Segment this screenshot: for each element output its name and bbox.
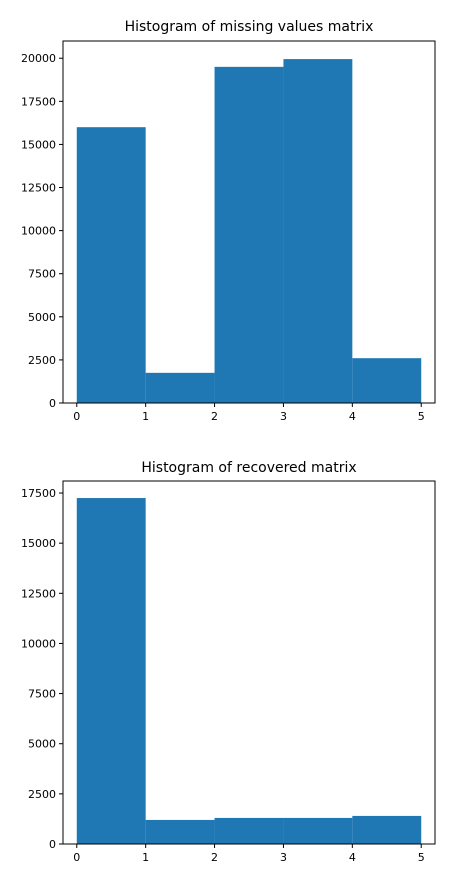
y-tick-label: 12500 <box>21 587 56 600</box>
x-axis: 0 1 2 3 4 5 <box>73 844 425 864</box>
bars <box>76 498 422 844</box>
histogram-bar <box>283 59 353 403</box>
x-tick-label: 2 <box>211 410 218 423</box>
x-tick-label: 3 <box>280 851 287 864</box>
plot-frame <box>62 40 436 404</box>
y-tick-label: 2500 <box>28 788 56 801</box>
histogram-bar <box>352 815 422 844</box>
y-tick-label: 10000 <box>21 637 56 650</box>
y-tick-label: 0 <box>49 397 56 410</box>
y-tick-label: 20000 <box>21 52 56 65</box>
x-tick-label: 1 <box>142 851 149 864</box>
y-tick-label: 15000 <box>21 537 56 550</box>
recovered-matrix-histogram: Histogram of recovered matrix 0 2500 5000 7… <box>21 460 436 864</box>
x-tick-label: 4 <box>349 851 356 864</box>
missing-values-histogram: Histogram of missing values matrix 02500… <box>21 19 436 423</box>
y-tick-label: 5000 <box>28 311 56 324</box>
y-tick-label: 5000 <box>28 738 56 751</box>
y-tick-label: 12500 <box>21 182 56 195</box>
histogram-bar <box>145 372 215 403</box>
x-tick-label: 0 <box>73 410 80 423</box>
x-tick-label: 4 <box>349 410 356 423</box>
y-tick-label: 15000 <box>21 138 56 151</box>
histogram-bar <box>76 127 146 403</box>
x-tick-label: 5 <box>418 851 425 864</box>
histogram-bar <box>214 66 284 403</box>
x-axis: 0 1 2 3 4 5 <box>73 403 425 423</box>
histogram-bar <box>76 498 146 844</box>
x-tick-label: 5 <box>418 410 425 423</box>
histogram-bar <box>352 358 422 403</box>
histogram-bar <box>283 817 353 844</box>
y-tick-label: 17500 <box>21 95 56 108</box>
x-tick-label: 1 <box>142 410 149 423</box>
plot-frame <box>62 480 436 845</box>
y-tick-label: 7500 <box>28 268 56 281</box>
x-tick-label: 2 <box>211 851 218 864</box>
bars <box>76 59 422 403</box>
y-tick-label: 10000 <box>21 225 56 238</box>
y-axis: 0 2500 5000 7500 10000 12500 15000 17500 20000 <box>21 52 63 410</box>
y-tick-label: 7500 <box>28 688 56 701</box>
histogram-bar <box>145 819 215 844</box>
y-axis: 0 2500 5000 7500 10000 12500 15000 17500 <box>21 487 63 851</box>
y-tick-label: 0 <box>49 838 56 851</box>
chart-title: Histogram of missing values matrix <box>125 19 374 35</box>
histogram-bar <box>214 817 284 844</box>
y-tick-label: 2500 <box>28 354 56 367</box>
y-tick-label: 17500 <box>21 487 56 500</box>
x-tick-label: 3 <box>280 410 287 423</box>
chart-title: Histogram of recovered matrix <box>141 460 356 476</box>
x-tick-label: 0 <box>73 851 80 864</box>
